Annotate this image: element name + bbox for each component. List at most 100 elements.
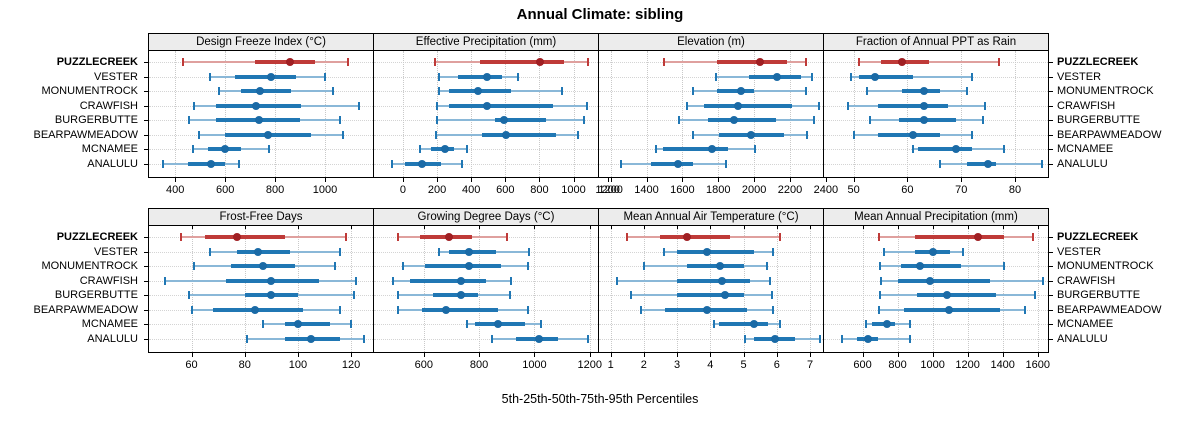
median-dot bbox=[945, 305, 954, 314]
panel-plot-area bbox=[149, 51, 373, 177]
median-dot bbox=[259, 262, 268, 270]
row-gridline bbox=[824, 324, 1048, 325]
median-dot bbox=[871, 72, 880, 81]
site-label-left: MONUMENTROCK bbox=[41, 85, 138, 97]
whisker-cap bbox=[725, 159, 728, 168]
whisker-cap bbox=[938, 159, 941, 168]
axis-tick bbox=[505, 178, 507, 182]
axis-tick bbox=[351, 353, 353, 357]
iqr-bar bbox=[899, 118, 956, 122]
axis-tick-label: 1200 bbox=[595, 184, 620, 196]
panel-plot-area bbox=[824, 51, 1048, 177]
axis-tick bbox=[677, 353, 679, 357]
axis-tick bbox=[897, 353, 899, 357]
row-tick-right bbox=[1049, 149, 1053, 150]
iqr-bar bbox=[916, 293, 996, 297]
whisker-cap bbox=[997, 58, 1000, 66]
whisker-cap bbox=[868, 116, 871, 124]
axis-caption: 5th-25th-50th-75th-95th Percentiles bbox=[501, 392, 699, 406]
tick-gridline bbox=[225, 51, 227, 177]
row-tick-right bbox=[1049, 105, 1053, 107]
site-label-left: MONUMENTROCK bbox=[41, 260, 138, 272]
iqr-bar bbox=[479, 60, 565, 64]
whisker-cap bbox=[460, 159, 463, 168]
axis-tick-top bbox=[967, 226, 969, 229]
axis-tick bbox=[967, 353, 969, 357]
median-dot bbox=[942, 291, 951, 299]
axis-tick-label: 1400 bbox=[990, 359, 1015, 371]
site-label-right: ANALULU bbox=[1057, 332, 1108, 345]
whisker-cap bbox=[334, 262, 337, 270]
panel-strip-row: Frost-Free Days Growing Degree Days (°C) M… bbox=[148, 208, 1052, 226]
tick-gridline bbox=[932, 226, 934, 352]
panel-plot-area bbox=[824, 226, 1048, 352]
whisker-cap bbox=[616, 276, 619, 285]
axis-tick bbox=[437, 178, 439, 182]
site-label-left: BEARPAWMEADOW bbox=[33, 303, 138, 316]
axis-tick-top bbox=[862, 226, 864, 229]
whisker-cap bbox=[662, 58, 665, 66]
tick-gridline bbox=[423, 226, 425, 352]
tick-gridline bbox=[790, 51, 792, 177]
whisker-cap bbox=[324, 72, 327, 81]
axis-tick bbox=[402, 178, 404, 182]
iqr-bar bbox=[898, 278, 991, 283]
axis-tick bbox=[244, 353, 246, 357]
whisker-cap bbox=[419, 145, 422, 153]
iqr-bar bbox=[718, 322, 769, 326]
tick-gridline bbox=[961, 51, 963, 177]
median-dot bbox=[749, 320, 758, 328]
row-tick-left bbox=[144, 266, 148, 267]
whisker-cap bbox=[879, 262, 882, 270]
axis-tick bbox=[853, 178, 855, 182]
row-tick-left bbox=[144, 91, 148, 92]
site-label-right: BURGERBUTTE bbox=[1057, 114, 1141, 126]
median-dot bbox=[898, 58, 907, 66]
row-tick-left bbox=[144, 338, 148, 340]
whisker-cap bbox=[878, 305, 881, 314]
axis-tick bbox=[776, 353, 778, 357]
iqr-bar bbox=[482, 132, 557, 137]
median-dot bbox=[267, 276, 276, 285]
whisker-cap bbox=[517, 72, 520, 81]
iqr-bar bbox=[901, 264, 961, 268]
whisker-cap bbox=[190, 305, 193, 314]
site-label-right: BURGERBUTTE bbox=[1057, 289, 1141, 301]
axis-tick bbox=[610, 178, 612, 182]
site-label-right: BEARPAWMEADOW bbox=[1057, 303, 1162, 316]
whisker-cap bbox=[744, 334, 747, 343]
whisker-cap bbox=[587, 334, 590, 343]
whisker-cap bbox=[620, 159, 623, 168]
panel: 60 80 100 120 bbox=[144, 226, 374, 371]
axis-tick-label: 400 bbox=[166, 184, 185, 196]
tick-gridline bbox=[471, 51, 473, 177]
axis-tick-top bbox=[191, 226, 193, 229]
axis-tick-top bbox=[351, 226, 353, 229]
median-dot bbox=[729, 116, 738, 124]
tick-gridline bbox=[437, 51, 439, 177]
iqr-bar bbox=[677, 249, 754, 254]
iqr-bar bbox=[651, 161, 694, 166]
tick-gridline bbox=[776, 226, 778, 352]
axis-tick-label: 80 bbox=[238, 359, 251, 371]
whisker-cap bbox=[754, 145, 757, 153]
whisker-cap bbox=[712, 320, 715, 328]
axis-tick-top bbox=[610, 226, 612, 229]
whisker-cap bbox=[267, 145, 270, 153]
whisker-cap bbox=[465, 145, 468, 153]
axis-tick-label: 2200 bbox=[777, 184, 803, 196]
axis-tick-top bbox=[932, 226, 934, 229]
whisker-cap bbox=[810, 72, 813, 81]
whisker-cap bbox=[346, 58, 349, 66]
tick-gridline bbox=[175, 51, 177, 177]
row-tick-right bbox=[1049, 62, 1053, 63]
axis-tick bbox=[275, 178, 277, 182]
site-label-right: PUZZLECREEK bbox=[1057, 56, 1139, 68]
site-label-left: VESTER bbox=[93, 245, 138, 258]
median-dot bbox=[457, 276, 466, 285]
row-tick-left bbox=[144, 295, 148, 296]
axis-tick-label: 1400 bbox=[634, 184, 659, 196]
axis-tick bbox=[479, 353, 481, 357]
iqr-bar bbox=[284, 322, 330, 326]
